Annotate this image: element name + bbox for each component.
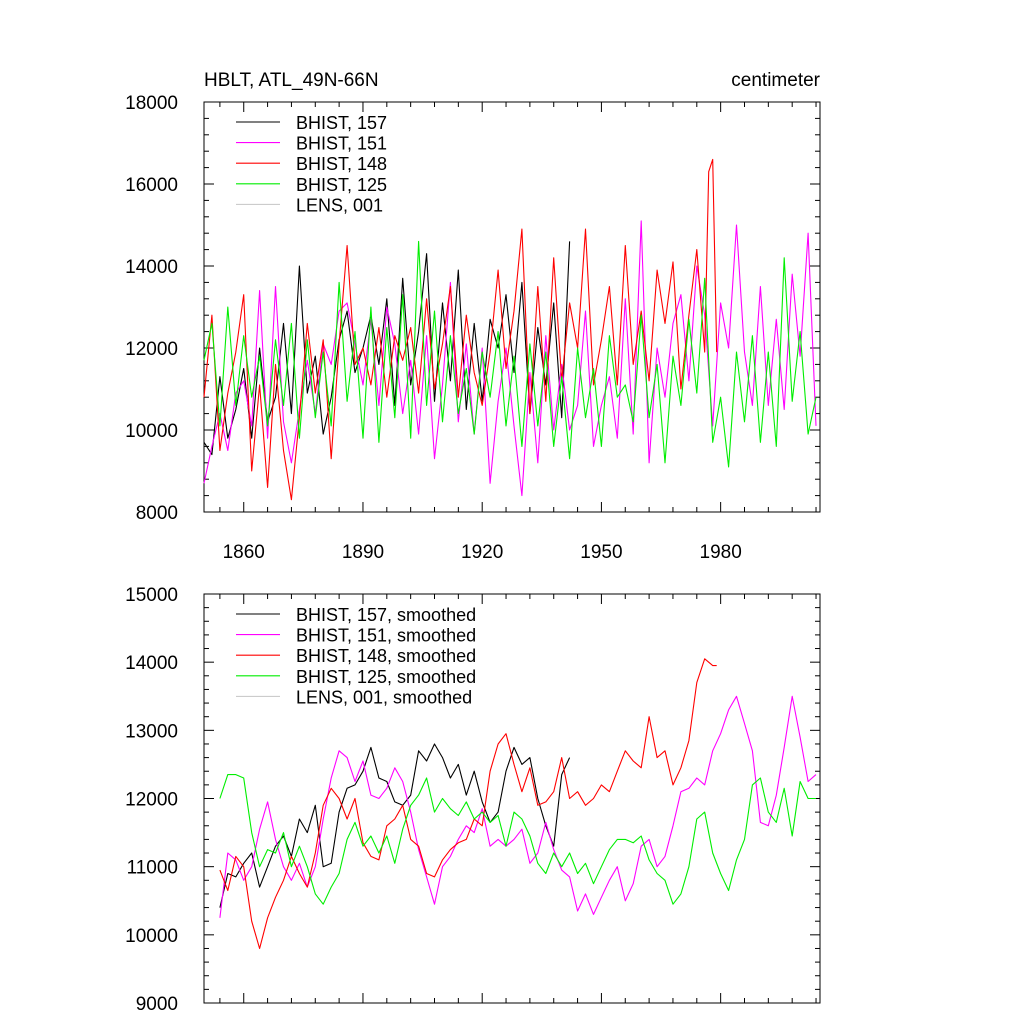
legend-label: BHIST, 148 [296,154,387,174]
x-tick-label: 1920 [461,542,503,563]
chart-panel-1: HBLT, ATL_49N-66N centimeter 8000 10000 1200… [125,70,821,563]
y-tick-label: 15000 [125,585,178,606]
x-tick-label: 1890 [342,542,384,563]
x-tick-label: 1950 [580,542,622,563]
x-tick-label: 1860 [223,542,265,563]
y-tick-label: 14000 [125,257,178,278]
y-tick-label: 18000 [125,93,178,114]
y-tick-label: 16000 [125,175,178,196]
y-tick-label: 12000 [125,339,178,360]
series-line-2 [219,695,817,918]
y-tick-label: 9000 [136,994,178,1015]
y-tick-label: 10000 [125,926,178,947]
legend-label: BHIST, 125 [296,175,387,195]
y-tick-label: 12000 [125,790,178,811]
series-line-3 [203,158,718,501]
plot-frame [203,101,821,513]
legend-label: LENS, 001 [296,195,383,215]
legend-label: BHIST, 125, smoothed [296,667,476,687]
chart-title: HBLT, ATL_49N-66N [204,70,379,91]
units-label: centimeter [731,70,820,91]
y-tick-label: 11000 [127,858,178,879]
legend-label: BHIST, 157, smoothed [296,605,476,625]
y-tick-label: 13000 [125,721,178,742]
legend-label: BHIST, 148, smoothed [296,646,476,666]
y-tick-label: 8000 [136,503,178,524]
x-tick-label: 1980 [700,542,742,563]
chart-panel-2: 9000 10000 11000 12000 13000 14000 15000 BHIST,… [125,585,821,1015]
legend-label: BHIST, 157 [296,113,387,133]
legend-label: BHIST, 151 [296,134,387,154]
legend-label: BHIST, 151, smoothed [296,626,476,646]
legend-label: LENS, 001, smoothed [296,687,472,707]
series-line-4 [203,240,817,468]
series-line-4 [219,774,816,905]
y-tick-label: 14000 [125,653,178,674]
series-line-3 [219,658,717,950]
y-tick-label: 10000 [125,421,178,442]
